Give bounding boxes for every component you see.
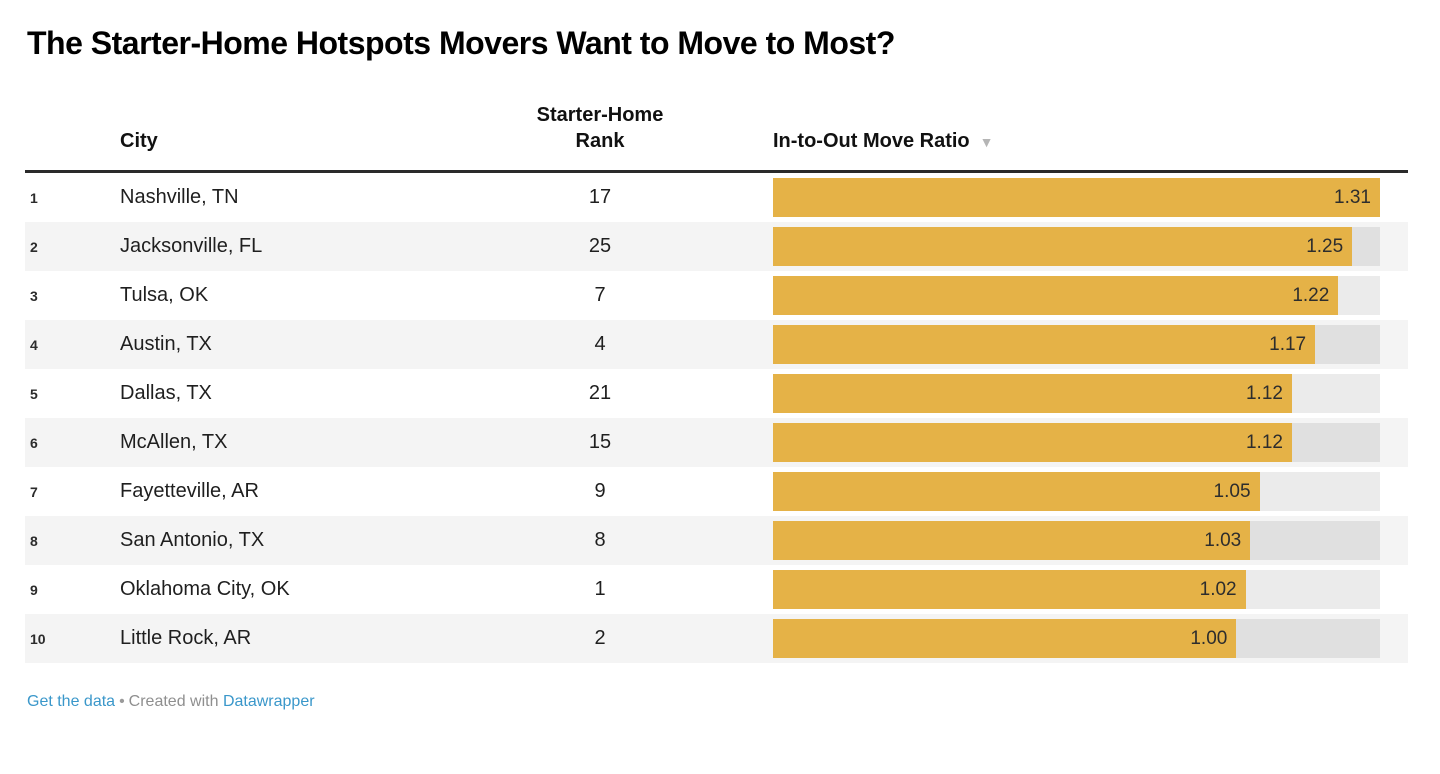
row-city: Fayetteville, AR (120, 480, 259, 502)
row-rank-number: 2 (30, 238, 38, 255)
row-city: McAllen, TX (120, 431, 228, 453)
row-ratio-cell: 1.22 (773, 276, 1408, 315)
ratio-bar: 1.02 (773, 570, 1246, 609)
ratio-bar: 1.12 (773, 374, 1292, 413)
ratio-bar-track: 1.03 (773, 521, 1380, 560)
get-the-data-link[interactable]: Get the data (27, 693, 116, 710)
row-city: Little Rock, AR (120, 627, 252, 649)
row-rank-number: 3 (30, 287, 38, 304)
table-row: 1 Nashville, TN 17 1.31 (25, 173, 1408, 222)
sort-descending-icon[interactable]: ▼ (979, 134, 994, 150)
ratio-bar-track: 1.05 (773, 472, 1380, 511)
header-starter-home-rank-line2: Rank (575, 130, 625, 152)
row-starter-home-rank: 8 (594, 529, 606, 551)
ratio-bar: 1.31 (773, 178, 1380, 217)
ratio-value-label: 1.22 (1292, 284, 1330, 306)
row-ratio-cell: 1.31 (773, 178, 1408, 217)
header-starter-home-rank-line1: Starter-Home (536, 104, 664, 126)
ranking-table: City Starter-Home Rank In-to-Out Move Ra… (25, 102, 1408, 663)
page-title: The Starter-Home Hotspots Movers Want to… (27, 25, 895, 61)
row-starter-home-rank: 4 (594, 333, 606, 355)
row-starter-home-rank: 17 (588, 186, 612, 208)
row-city: Austin, TX (120, 333, 212, 355)
row-starter-home-rank: 21 (588, 382, 612, 404)
header-move-ratio[interactable]: In-to-Out Move Ratio ▼ (773, 128, 1408, 154)
table-row: 8 San Antonio, TX 8 1.03 (25, 516, 1408, 565)
row-rank-number: 6 (30, 434, 38, 451)
table-row: 10 Little Rock, AR 2 1.00 (25, 614, 1408, 663)
row-city: Nashville, TN (120, 186, 239, 208)
ratio-bar-track: 1.31 (773, 178, 1380, 217)
ratio-value-label: 1.12 (1245, 431, 1283, 453)
row-starter-home-rank: 15 (588, 431, 612, 453)
row-rank-number: 9 (30, 581, 38, 598)
ratio-bar-track: 1.17 (773, 325, 1380, 364)
row-ratio-cell: 1.12 (773, 374, 1408, 413)
table-body: 1 Nashville, TN 17 1.31 2 Jacksonville, … (25, 173, 1408, 663)
ratio-bar: 1.17 (773, 325, 1316, 364)
table-row: 5 Dallas, TX 21 1.12 (25, 369, 1408, 418)
ratio-bar-track: 1.22 (773, 276, 1380, 315)
ratio-value-label: 1.00 (1190, 627, 1228, 649)
row-rank-number: 1 (30, 189, 38, 206)
ratio-bar: 1.22 (773, 276, 1339, 315)
table-row: 9 Oklahoma City, OK 1 1.02 (25, 565, 1408, 614)
row-city: Dallas, TX (120, 382, 212, 404)
row-rank-number: 8 (30, 532, 38, 549)
row-city: San Antonio, TX (120, 529, 265, 551)
ratio-bar: 1.05 (773, 472, 1260, 511)
ratio-bar-track: 1.02 (773, 570, 1380, 609)
row-starter-home-rank: 1 (594, 578, 606, 600)
row-city: Jacksonville, FL (120, 235, 263, 257)
table-header-row: City Starter-Home Rank In-to-Out Move Ra… (25, 102, 1408, 173)
header-starter-home-rank[interactable]: Starter-Home Rank (510, 102, 690, 154)
ratio-bar-track: 1.25 (773, 227, 1380, 266)
row-ratio-cell: 1.00 (773, 619, 1408, 658)
footer: Get the data • Created with Datawrapper (27, 693, 1413, 711)
row-starter-home-rank: 25 (588, 235, 612, 257)
ratio-value-label: 1.31 (1334, 186, 1371, 208)
header-city[interactable]: City (120, 130, 158, 152)
ratio-value-label: 1.03 (1204, 529, 1242, 551)
footer-created-with: Created with (128, 693, 219, 710)
table-row: 2 Jacksonville, FL 25 1.25 (25, 222, 1408, 271)
row-ratio-cell: 1.05 (773, 472, 1408, 511)
ratio-value-label: 1.25 (1306, 235, 1344, 257)
row-starter-home-rank: 2 (594, 627, 606, 649)
table-row: 6 McAllen, TX 15 1.12 (25, 418, 1408, 467)
row-starter-home-rank: 7 (594, 284, 606, 306)
header-move-ratio-label: In-to-Out Move Ratio (773, 130, 970, 152)
ratio-value-label: 1.05 (1213, 480, 1251, 502)
table-row: 4 Austin, TX 4 1.17 (25, 320, 1408, 369)
footer-separator: • (119, 693, 125, 710)
table-row: 3 Tulsa, OK 7 1.22 (25, 271, 1408, 320)
chart-page: The Starter-Home Hotspots Movers Want to… (25, 25, 1413, 711)
row-city: Tulsa, OK (120, 284, 209, 306)
row-ratio-cell: 1.03 (773, 521, 1408, 560)
ratio-bar: 1.00 (773, 619, 1237, 658)
row-starter-home-rank: 9 (594, 480, 606, 502)
ratio-value-label: 1.17 (1269, 333, 1307, 355)
ratio-bar: 1.12 (773, 423, 1292, 462)
row-ratio-cell: 1.17 (773, 325, 1408, 364)
ratio-bar: 1.25 (773, 227, 1353, 266)
ratio-bar-track: 1.12 (773, 423, 1380, 462)
ratio-bar-track: 1.12 (773, 374, 1380, 413)
ratio-bar: 1.03 (773, 521, 1251, 560)
row-city: Oklahoma City, OK (120, 578, 290, 600)
datawrapper-link[interactable]: Datawrapper (222, 693, 315, 710)
row-rank-number: 5 (30, 385, 38, 402)
ratio-value-label: 1.12 (1245, 382, 1283, 404)
row-ratio-cell: 1.12 (773, 423, 1408, 462)
ratio-value-label: 1.02 (1199, 578, 1237, 600)
row-ratio-cell: 1.25 (773, 227, 1408, 266)
row-rank-number: 10 (30, 630, 46, 647)
row-ratio-cell: 1.02 (773, 570, 1408, 609)
ratio-bar-track: 1.00 (773, 619, 1380, 658)
table-row: 7 Fayetteville, AR 9 1.05 (25, 467, 1408, 516)
row-rank-number: 4 (30, 336, 38, 353)
row-rank-number: 7 (30, 483, 38, 500)
